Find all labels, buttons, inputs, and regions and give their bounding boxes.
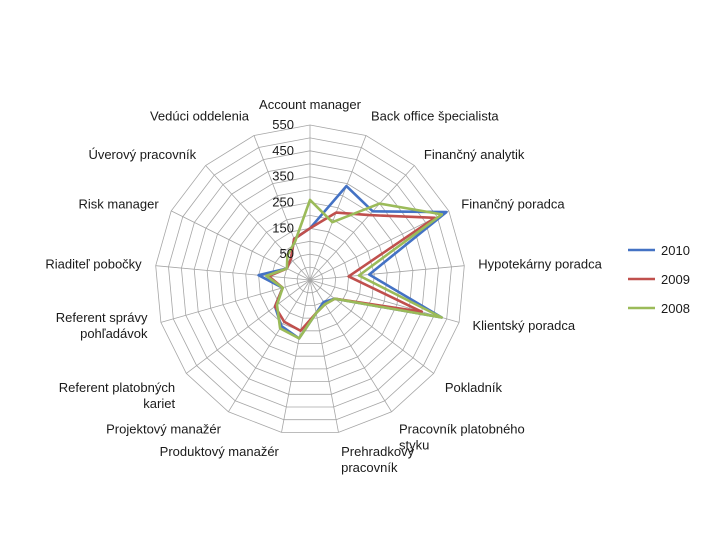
category-label: Vedúci oddelenia (150, 108, 250, 123)
radial-tick-labels: 50 150 250 350 450 550 (272, 117, 294, 261)
category-label: Finančný analytik (424, 147, 525, 162)
spoke (281, 279, 311, 433)
tick-label: 250 (272, 195, 294, 210)
legend-label-2009: 2009 (661, 272, 690, 287)
grid-ring (258, 227, 362, 332)
spoke (309, 210, 449, 281)
spoke (186, 279, 311, 374)
tick-label: 50 (280, 246, 294, 261)
spoke (253, 135, 311, 281)
spoke (160, 279, 311, 323)
spoke (309, 265, 465, 281)
category-label: Account manager (259, 97, 362, 112)
grid-ring (155, 124, 465, 433)
spoke (155, 265, 311, 281)
spoke (228, 279, 311, 413)
category-label: Referent platobných kariet (59, 380, 176, 411)
category-label: Projektový manažér (106, 422, 222, 437)
category-label: Klientský poradca (473, 318, 576, 333)
category-label: Finančný poradca (461, 197, 565, 212)
grid-ring (296, 266, 324, 294)
grid-ring (206, 176, 414, 383)
tick-label: 550 (272, 117, 294, 132)
category-label: Risk manager (78, 197, 159, 212)
grid-ring (219, 189, 401, 370)
legend-label-2010: 2010 (661, 243, 690, 258)
series-line-2008 (264, 198, 444, 340)
category-labels: Account manager Back office špecialista Fi… (45, 97, 602, 475)
grid-ring (232, 202, 388, 357)
grid-ring (193, 163, 427, 395)
tick-label: 150 (272, 220, 294, 235)
spoke (309, 165, 415, 281)
category-label: Referent správy pohľadávok (56, 310, 148, 341)
tick-label: 450 (272, 143, 294, 158)
radar-grid (155, 124, 465, 433)
spoke (309, 279, 434, 374)
category-label: Produktový manažér (160, 444, 280, 459)
tick-label: 350 (272, 169, 294, 184)
spoke (205, 165, 311, 281)
category-label: Pracovník platobného styku (399, 422, 525, 453)
grid-ring (168, 137, 452, 421)
category-label: Back office špecialista (371, 108, 499, 123)
category-label: Pokladník (445, 380, 503, 395)
category-label: Hypotekárny poradca (478, 256, 602, 271)
radar-spokes (155, 125, 465, 433)
spoke (309, 135, 367, 281)
spoke (309, 279, 339, 433)
radar-series (257, 184, 448, 340)
category-label: Riaditeľ pobočky (45, 256, 142, 271)
grid-ring (245, 214, 375, 344)
legend-label-2008: 2008 (661, 301, 690, 316)
category-label: Úverový pracovník (88, 147, 196, 162)
category-label: Prehradkový pracovník (341, 444, 414, 475)
legend: 2010 2009 2008 (628, 243, 690, 316)
